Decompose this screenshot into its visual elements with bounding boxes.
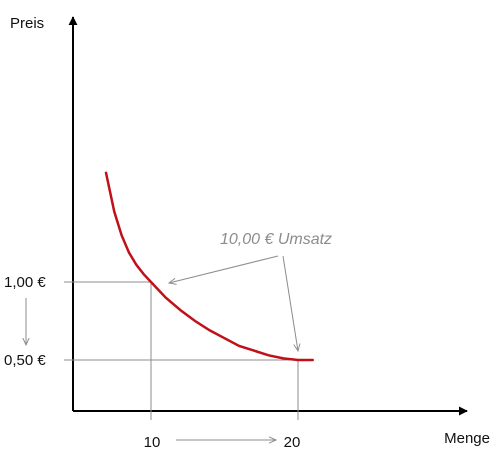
demand-curve (104, 171, 314, 362)
y-tick-label-2: 0,50 € (4, 352, 46, 369)
y-axis-label: Preis (10, 15, 44, 32)
annotation-arrow-1 (169, 255, 279, 283)
x-axis-label: Menge (444, 430, 490, 447)
revenue-annotation: 10,00 € Umsatz (220, 231, 332, 248)
guide-lines (64, 281, 299, 420)
y-tick-label-1: 1,00 € (4, 274, 46, 291)
annotation-arrow-2 (282, 255, 298, 351)
x-tick-label-1: 10 (144, 434, 161, 451)
x-tick-label-2: 20 (284, 434, 301, 451)
